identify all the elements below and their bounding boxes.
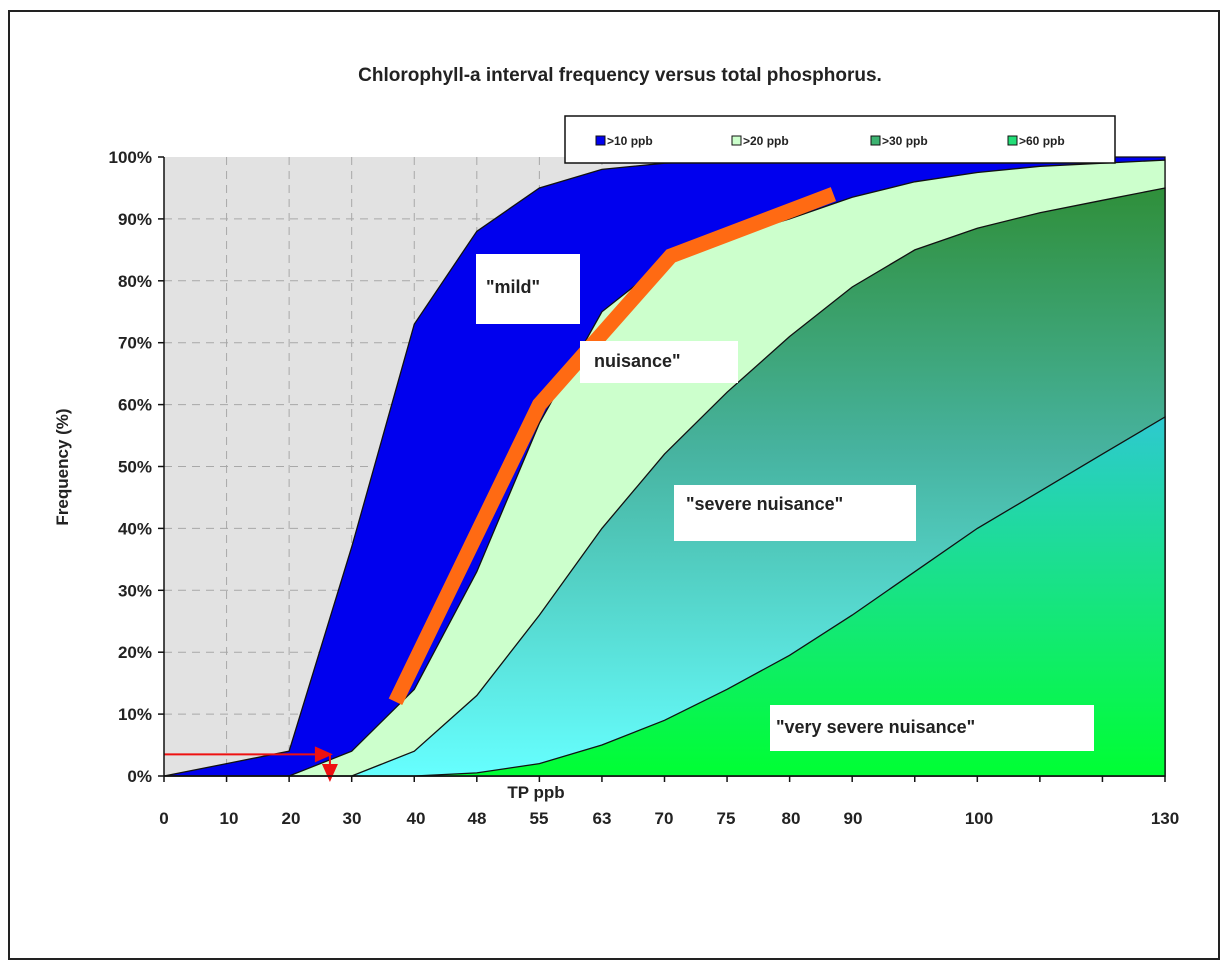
x-axis-label: TP ppb — [507, 783, 564, 802]
legend-swatch — [1007, 135, 1018, 146]
legend-swatch — [595, 135, 606, 146]
legend-swatch — [870, 135, 881, 146]
x-tick-label: 70 — [655, 809, 674, 828]
x-tick-label: 40 — [407, 809, 426, 828]
y-tick-label: 0% — [127, 767, 152, 786]
annotation-box — [770, 705, 1094, 751]
y-axis-label: Frequency (%) — [53, 408, 72, 525]
y-tick-labels: 0% 10% 20% 30% 40% 50% 60% 70% 80% 90% 100% — [109, 148, 152, 786]
y-tick-label: 100% — [109, 148, 152, 167]
annotation-box — [476, 254, 580, 324]
legend-label: >10 ppb — [607, 134, 653, 148]
annotation-box — [674, 485, 916, 541]
x-tick-label: 130 — [1151, 809, 1179, 828]
x-tick-label: 100 — [965, 809, 993, 828]
x-tick-label: 30 — [343, 809, 362, 828]
annotations: "mild" nuisance" "severe nuisance" "very se… — [476, 254, 1094, 751]
chart: Chlorophyll-a interval frequency versus … — [53, 65, 1179, 828]
x-tick-label: 20 — [282, 809, 301, 828]
y-tick-label: 50% — [118, 458, 152, 477]
y-tick-label: 70% — [118, 334, 152, 353]
legend-label: >60 ppb — [1019, 134, 1065, 148]
y-tick-label: 30% — [118, 581, 152, 600]
y-tick-label: 90% — [118, 210, 152, 229]
x-tick-label: 80 — [782, 809, 801, 828]
annotation-text: "mild" — [486, 277, 540, 297]
axes — [158, 156, 1166, 782]
chart-title: Chlorophyll-a interval frequency versus … — [358, 65, 882, 86]
annotation-text: "very severe nuisance" — [776, 717, 975, 737]
x-tick-label: 55 — [530, 809, 549, 828]
legend-swatch — [731, 135, 742, 146]
x-tick-label: 63 — [593, 809, 612, 828]
y-tick-label: 60% — [118, 396, 152, 415]
y-tick-label: 10% — [118, 705, 152, 724]
x-tick-labels: 0 10 20 30 40 48 55 63 70 75 80 90 100 130 — [159, 809, 1179, 828]
y-tick-label: 20% — [118, 643, 152, 662]
x-tick-label: 90 — [844, 809, 863, 828]
x-tick-label: 75 — [717, 809, 736, 828]
legend-box — [564, 115, 1116, 164]
legend: >10 ppb >20 ppb >30 ppb >60 ppb — [564, 115, 1116, 164]
x-tick-label: 0 — [159, 809, 168, 828]
arrow-head-down — [321, 764, 338, 782]
annotation-box — [580, 341, 738, 383]
annotation-text: "severe nuisance" — [686, 494, 843, 514]
legend-label: >30 ppb — [882, 134, 928, 148]
arrow-head-right — [314, 746, 333, 763]
legend-label: >20 ppb — [743, 134, 789, 148]
annotation-text: nuisance" — [594, 351, 681, 371]
y-tick-label: 40% — [118, 519, 152, 538]
highlight-line — [388, 187, 837, 705]
chart-frame: Chlorophyll-a interval frequency versus … — [8, 10, 1220, 960]
plot-area — [163, 156, 1166, 782]
x-tick-label: 10 — [220, 809, 239, 828]
x-tick-label: 48 — [468, 809, 487, 828]
y-tick-label: 80% — [118, 272, 152, 291]
